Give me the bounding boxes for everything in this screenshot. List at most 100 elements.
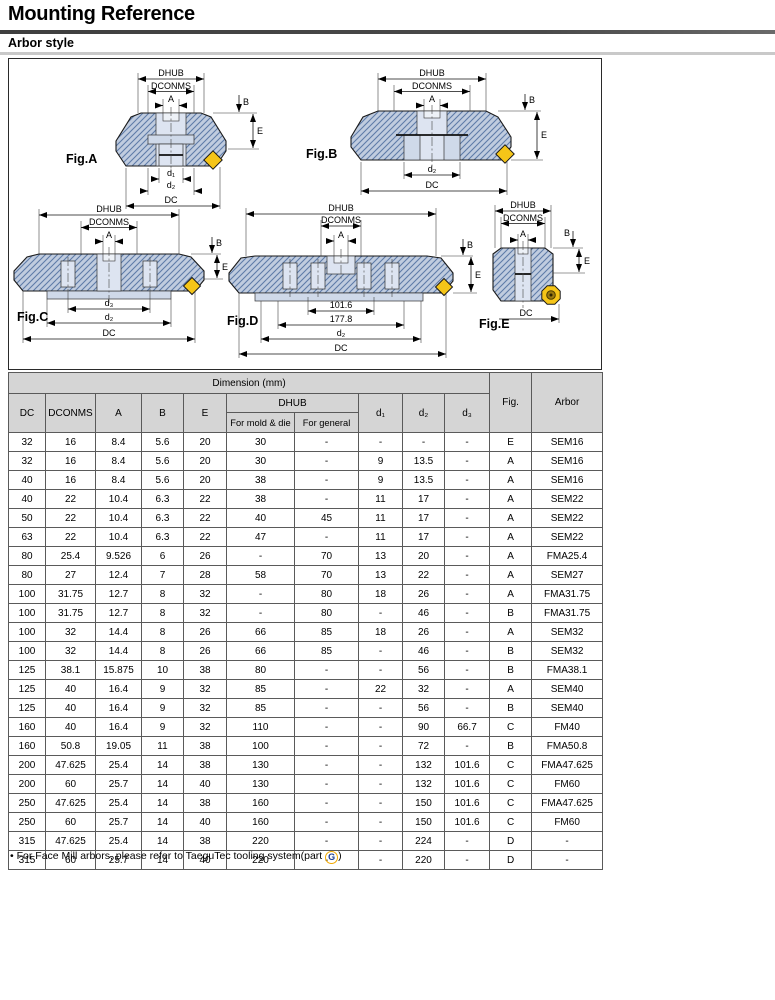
cell: 250 bbox=[8, 812, 46, 832]
cell: - bbox=[358, 641, 403, 661]
cell: 47.625 bbox=[45, 755, 96, 775]
table-row: 40 22 10.4 6.3 22 38-11 17- A SEM22 bbox=[8, 489, 604, 509]
cell: 315 bbox=[8, 831, 46, 851]
table-row: 250 60 25.7 14 40 160- -150 101.6 C FM60 bbox=[8, 812, 604, 832]
dimension-table-body: 32 16 8.4 5.6 20 30- - - - E SEM16 32 16 8.4 5.6 20 30-9… bbox=[8, 432, 604, 870]
fig-b-b-label: B bbox=[529, 95, 535, 105]
cell: 60 bbox=[45, 812, 96, 832]
cell: 26 bbox=[402, 622, 445, 642]
fig-d-label: Fig.D bbox=[227, 314, 258, 328]
table-row: 32 16 8.4 5.6 20 30- - - - E SEM16 bbox=[8, 432, 604, 452]
cell: SEM16 bbox=[531, 451, 604, 471]
fig-e-b-label: B bbox=[564, 228, 570, 238]
table-row: 125 40 16.4 9 32 85-22 32- A SEM40 bbox=[8, 679, 604, 699]
cell: A bbox=[489, 470, 533, 490]
cell: C bbox=[489, 812, 533, 832]
cell: 8.4 bbox=[95, 432, 142, 452]
cell: 10.4 bbox=[95, 489, 142, 509]
cell: 11 bbox=[358, 489, 403, 509]
cell: A bbox=[489, 489, 533, 509]
fig-e-label: Fig.E bbox=[479, 317, 510, 331]
cell: - bbox=[358, 698, 403, 718]
cell: - bbox=[358, 774, 403, 794]
cell: - bbox=[294, 679, 359, 699]
fig-e-dhub-label: DHUB bbox=[510, 200, 536, 210]
table-row: 100 31.75 12.7 8 32-80-46- B FMA31.75 bbox=[8, 603, 604, 623]
cell: - bbox=[443, 622, 491, 642]
fig-c-dimensions: DHUB DCONMS A B E d₃ d₂ bbox=[22, 204, 228, 343]
cell: 32 bbox=[45, 641, 96, 661]
cell: - bbox=[294, 831, 359, 851]
fig-e-dc-label: DC bbox=[520, 308, 533, 318]
cell: 100 bbox=[8, 622, 46, 642]
fig-e-diagram: DHUB DCONMS A B E DC Fig.E bbox=[479, 200, 590, 331]
cell: 38.1 bbox=[45, 660, 96, 680]
cell: 9 bbox=[141, 717, 184, 737]
cell: FMA31.75 bbox=[531, 584, 604, 604]
fig-d-n1-label: 101.6 bbox=[330, 300, 353, 310]
cell: 20 bbox=[183, 451, 227, 471]
cell: - bbox=[443, 698, 491, 718]
subtitle-rule bbox=[0, 52, 775, 55]
cell: 90 bbox=[402, 717, 445, 737]
cell: - bbox=[294, 717, 359, 737]
cell: 45 bbox=[294, 508, 359, 528]
cell: 11 bbox=[141, 736, 184, 756]
cell: 38 bbox=[226, 489, 295, 509]
cell: - bbox=[443, 736, 491, 756]
cell: SEM16 bbox=[531, 432, 604, 452]
fig-b-label: Fig.B bbox=[306, 147, 337, 161]
cell: 40 bbox=[45, 679, 96, 699]
fig-c-a-label: A bbox=[106, 230, 112, 240]
cell: 100 bbox=[8, 641, 46, 661]
cell: 10.4 bbox=[95, 527, 142, 547]
fig-a-a-label: A bbox=[168, 94, 174, 104]
fig-d-e-label: E bbox=[475, 270, 481, 280]
cell: B bbox=[489, 660, 533, 680]
cell: 16 bbox=[45, 451, 96, 471]
cell: 8.4 bbox=[95, 470, 142, 490]
header-d2: d₂ bbox=[402, 393, 445, 433]
cell: 6 bbox=[141, 546, 184, 566]
cell: - bbox=[294, 660, 359, 680]
header-a: A bbox=[95, 393, 142, 433]
fig-c-dc-label: DC bbox=[103, 328, 116, 338]
header-b: B bbox=[141, 393, 184, 433]
cell: 32 bbox=[8, 451, 46, 471]
cell: A bbox=[489, 546, 533, 566]
cell: 80 bbox=[8, 565, 46, 585]
cell: SEM22 bbox=[531, 527, 604, 547]
cell: 38 bbox=[183, 793, 227, 813]
cell: 100 bbox=[8, 584, 46, 604]
table-row: 125 40 16.4 9 32 85- -56- B SEM40 bbox=[8, 698, 604, 718]
fig-a-label: Fig.A bbox=[66, 152, 97, 166]
cell: 18 bbox=[358, 584, 403, 604]
cell: 11 bbox=[358, 527, 403, 547]
cell: 101.6 bbox=[443, 812, 491, 832]
cell: 15.875 bbox=[95, 660, 142, 680]
cell: - bbox=[294, 793, 359, 813]
cell: FMA47.625 bbox=[531, 793, 604, 813]
fig-a-b-label: B bbox=[243, 97, 249, 107]
footnote-suffix: ) bbox=[338, 850, 342, 862]
fig-d-dc-label: DC bbox=[335, 343, 348, 353]
cell: 30 bbox=[226, 432, 295, 452]
fig-e-dimensions: DHUB DCONMS A B E DC bbox=[494, 200, 590, 323]
cell: 40 bbox=[226, 508, 295, 528]
cell: - bbox=[294, 489, 359, 509]
cell: - bbox=[294, 755, 359, 775]
cell: 30 bbox=[226, 451, 295, 471]
cell: 100 bbox=[226, 736, 295, 756]
cell: A bbox=[489, 584, 533, 604]
cell: 200 bbox=[8, 774, 46, 794]
fig-b-dimensions: DHUB DCONMS A B E d₂ DC bbox=[360, 68, 547, 195]
cell: 160 bbox=[8, 736, 46, 756]
header-fig: Fig. bbox=[489, 372, 533, 433]
cell: 56 bbox=[402, 660, 445, 680]
cell: FMA25.4 bbox=[531, 546, 604, 566]
cell: 60 bbox=[45, 850, 96, 870]
cell: 13.5 bbox=[402, 451, 445, 471]
cell: 22 bbox=[183, 508, 227, 528]
fig-d-diagram: DHUB DCONMS A B E 101.6 177.8 bbox=[227, 203, 481, 358]
cell: - bbox=[294, 527, 359, 547]
